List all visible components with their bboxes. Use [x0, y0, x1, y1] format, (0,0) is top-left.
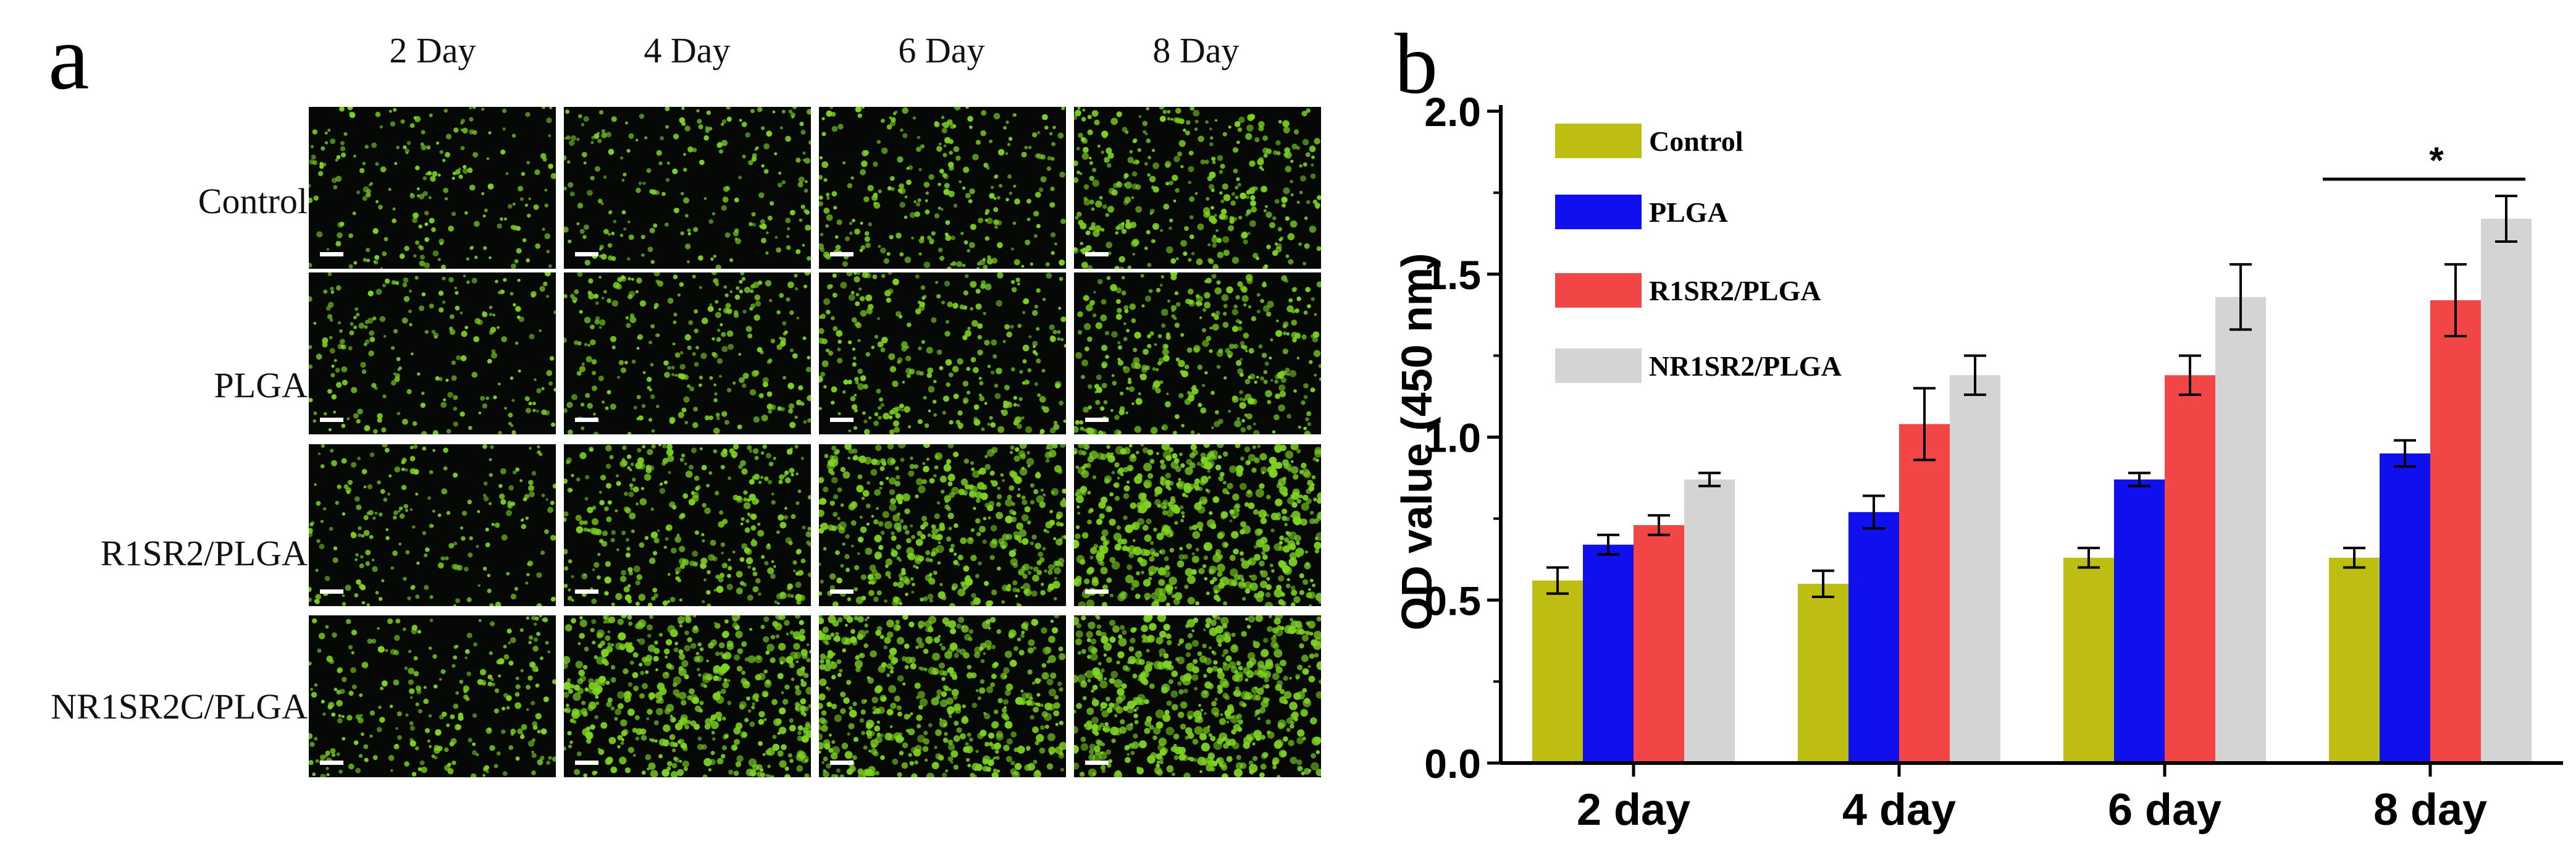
bar [1950, 375, 2000, 763]
bar [2114, 479, 2165, 763]
scale-bar [830, 418, 854, 422]
column-label-8-day: 8 Day [1152, 30, 1240, 70]
legend-label: PLGA [1649, 196, 1728, 228]
panel-b-letter: b [1395, 16, 1438, 112]
micrograph-tile [1074, 615, 1321, 777]
bar [2481, 219, 2532, 763]
micrograph-tile [309, 272, 556, 434]
scale-bar [575, 252, 598, 256]
bar [2215, 297, 2266, 763]
panel-a-letter: a [48, 6, 90, 109]
row-label-r1sr2-plga: R1SR2/PLGA [100, 533, 308, 573]
micrograph-tile [564, 615, 811, 777]
micrograph-tile [564, 444, 811, 606]
row-label-plga: PLGA [214, 365, 308, 405]
legend-label: NR1SR2/PLGA [1649, 350, 1842, 382]
micrograph-tile [819, 272, 1066, 434]
scale-bar [320, 589, 343, 594]
scale-bar [1085, 589, 1109, 594]
scale-bar [575, 418, 598, 422]
micrograph-tile [1074, 107, 1321, 269]
bar [2380, 453, 2430, 763]
bar [1848, 512, 1899, 763]
row-label-control: Control [198, 181, 308, 221]
od-bar-chart: b OD value (450 nm) 0.0 0.5 1.0 1.5 2.0 2 day… [1393, 16, 2563, 835]
micrograph-tile [819, 444, 1066, 606]
bar [2063, 557, 2114, 763]
y-tick-label: 2.0 [1424, 89, 1481, 135]
scale-bar [1085, 761, 1109, 765]
legend-swatch [1555, 195, 1642, 229]
bar [1899, 424, 1950, 763]
micrograph-tile [309, 615, 556, 777]
scale-bar [830, 252, 854, 256]
scale-bar [320, 761, 343, 765]
significance-star: * [2429, 140, 2444, 181]
micrograph-panel: a 2 Day 4 Day 6 Day 8 Day Control PLGA R… [48, 6, 1321, 777]
legend-label: Control [1649, 125, 1743, 157]
micrograph-tile [309, 444, 556, 606]
scale-bar [575, 589, 598, 594]
bar [2329, 557, 2380, 763]
bar [1634, 525, 1684, 763]
bar [1532, 580, 1583, 763]
micrograph-tile [564, 272, 811, 434]
column-label-2-day: 2 Day [389, 30, 476, 70]
x-tick-label: 2 day [1577, 785, 1690, 835]
x-tick-label: 8 day [2373, 785, 2487, 835]
legend-swatch [1555, 124, 1642, 158]
micrograph-tile [819, 107, 1066, 269]
legend-swatch [1555, 273, 1642, 308]
micrograph-tile [819, 615, 1066, 777]
micrograph-tile [309, 107, 556, 269]
scale-bar [830, 589, 854, 594]
scale-bar [575, 761, 598, 765]
scale-bar [830, 761, 854, 765]
legend-swatch [1555, 348, 1642, 383]
y-tick-label: 0.0 [1424, 741, 1481, 787]
scale-bar [320, 418, 343, 422]
micrograph-tile [1074, 444, 1321, 606]
bar [2165, 375, 2215, 763]
bar [1684, 479, 1735, 763]
y-tick-label: 0.5 [1424, 578, 1481, 623]
scale-bar [320, 252, 343, 256]
bar [1798, 583, 1848, 763]
x-tick-label: 6 day [2108, 785, 2221, 835]
bar [2430, 300, 2481, 763]
x-tick-label: 4 day [1842, 785, 1956, 835]
column-label-6-day: 6 Day [898, 30, 985, 70]
legend-label: R1SR2/PLGA [1649, 275, 1821, 306]
micrograph-tile [564, 107, 811, 269]
y-tick-label: 1.0 [1424, 415, 1481, 461]
y-tick-label: 1.5 [1424, 252, 1481, 298]
column-label-4-day: 4 Day [644, 30, 731, 70]
bar [1583, 544, 1634, 763]
scale-bar [1085, 418, 1109, 422]
scale-bar [1085, 252, 1109, 256]
y-axis-label: OD value (450 nm) [1393, 253, 1441, 631]
micrograph-tile [1074, 272, 1321, 434]
row-label-nr1sr2c-plga: NR1SR2C/PLGA [51, 686, 308, 727]
